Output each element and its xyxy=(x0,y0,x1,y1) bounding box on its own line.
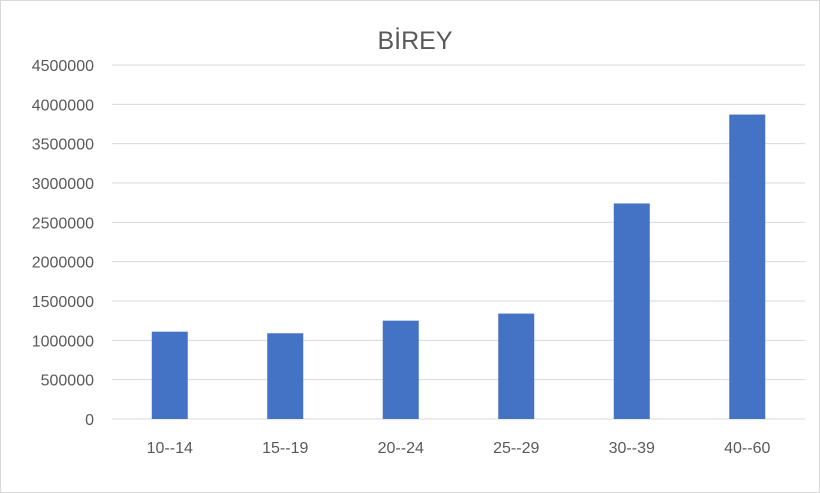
x-tick-label: 30--39 xyxy=(609,440,655,457)
bar-15--19 xyxy=(267,333,304,419)
gridlines xyxy=(112,64,805,420)
y-tick-label: 2000000 xyxy=(32,255,94,272)
y-tick-label: 500000 xyxy=(41,373,94,390)
x-tick-label: 10--14 xyxy=(147,440,193,457)
bar-40--60 xyxy=(729,114,766,419)
bar-30--39 xyxy=(613,203,650,419)
y-tick-label: 4000000 xyxy=(32,97,94,114)
y-tick-label: 3500000 xyxy=(32,137,94,154)
y-tick-label: 4500000 xyxy=(32,58,94,75)
bars xyxy=(151,114,766,419)
bar-25--29 xyxy=(498,313,535,419)
x-tick-label: 40--60 xyxy=(724,440,770,457)
x-tick-label: 15--19 xyxy=(262,440,308,457)
bar-20--24 xyxy=(382,320,419,419)
x-axis-ticks: 10--14 15--19 20--24 25--29 30--39 40--60 xyxy=(147,440,771,457)
x-tick-label: 20--24 xyxy=(378,440,424,457)
bar-10--14 xyxy=(151,331,188,419)
x-tick-label: 25--29 xyxy=(493,440,539,457)
y-tick-label: 3000000 xyxy=(32,176,94,193)
chart-title: BİREY xyxy=(377,26,452,55)
y-tick-label: 1000000 xyxy=(32,333,94,350)
y-tick-label: 2500000 xyxy=(32,215,94,232)
y-axis-ticks: 0 500000 1000000 1500000 2000000 2500000 30000… xyxy=(32,58,94,429)
y-tick-label: 0 xyxy=(85,412,94,429)
y-tick-label: 1500000 xyxy=(32,294,94,311)
